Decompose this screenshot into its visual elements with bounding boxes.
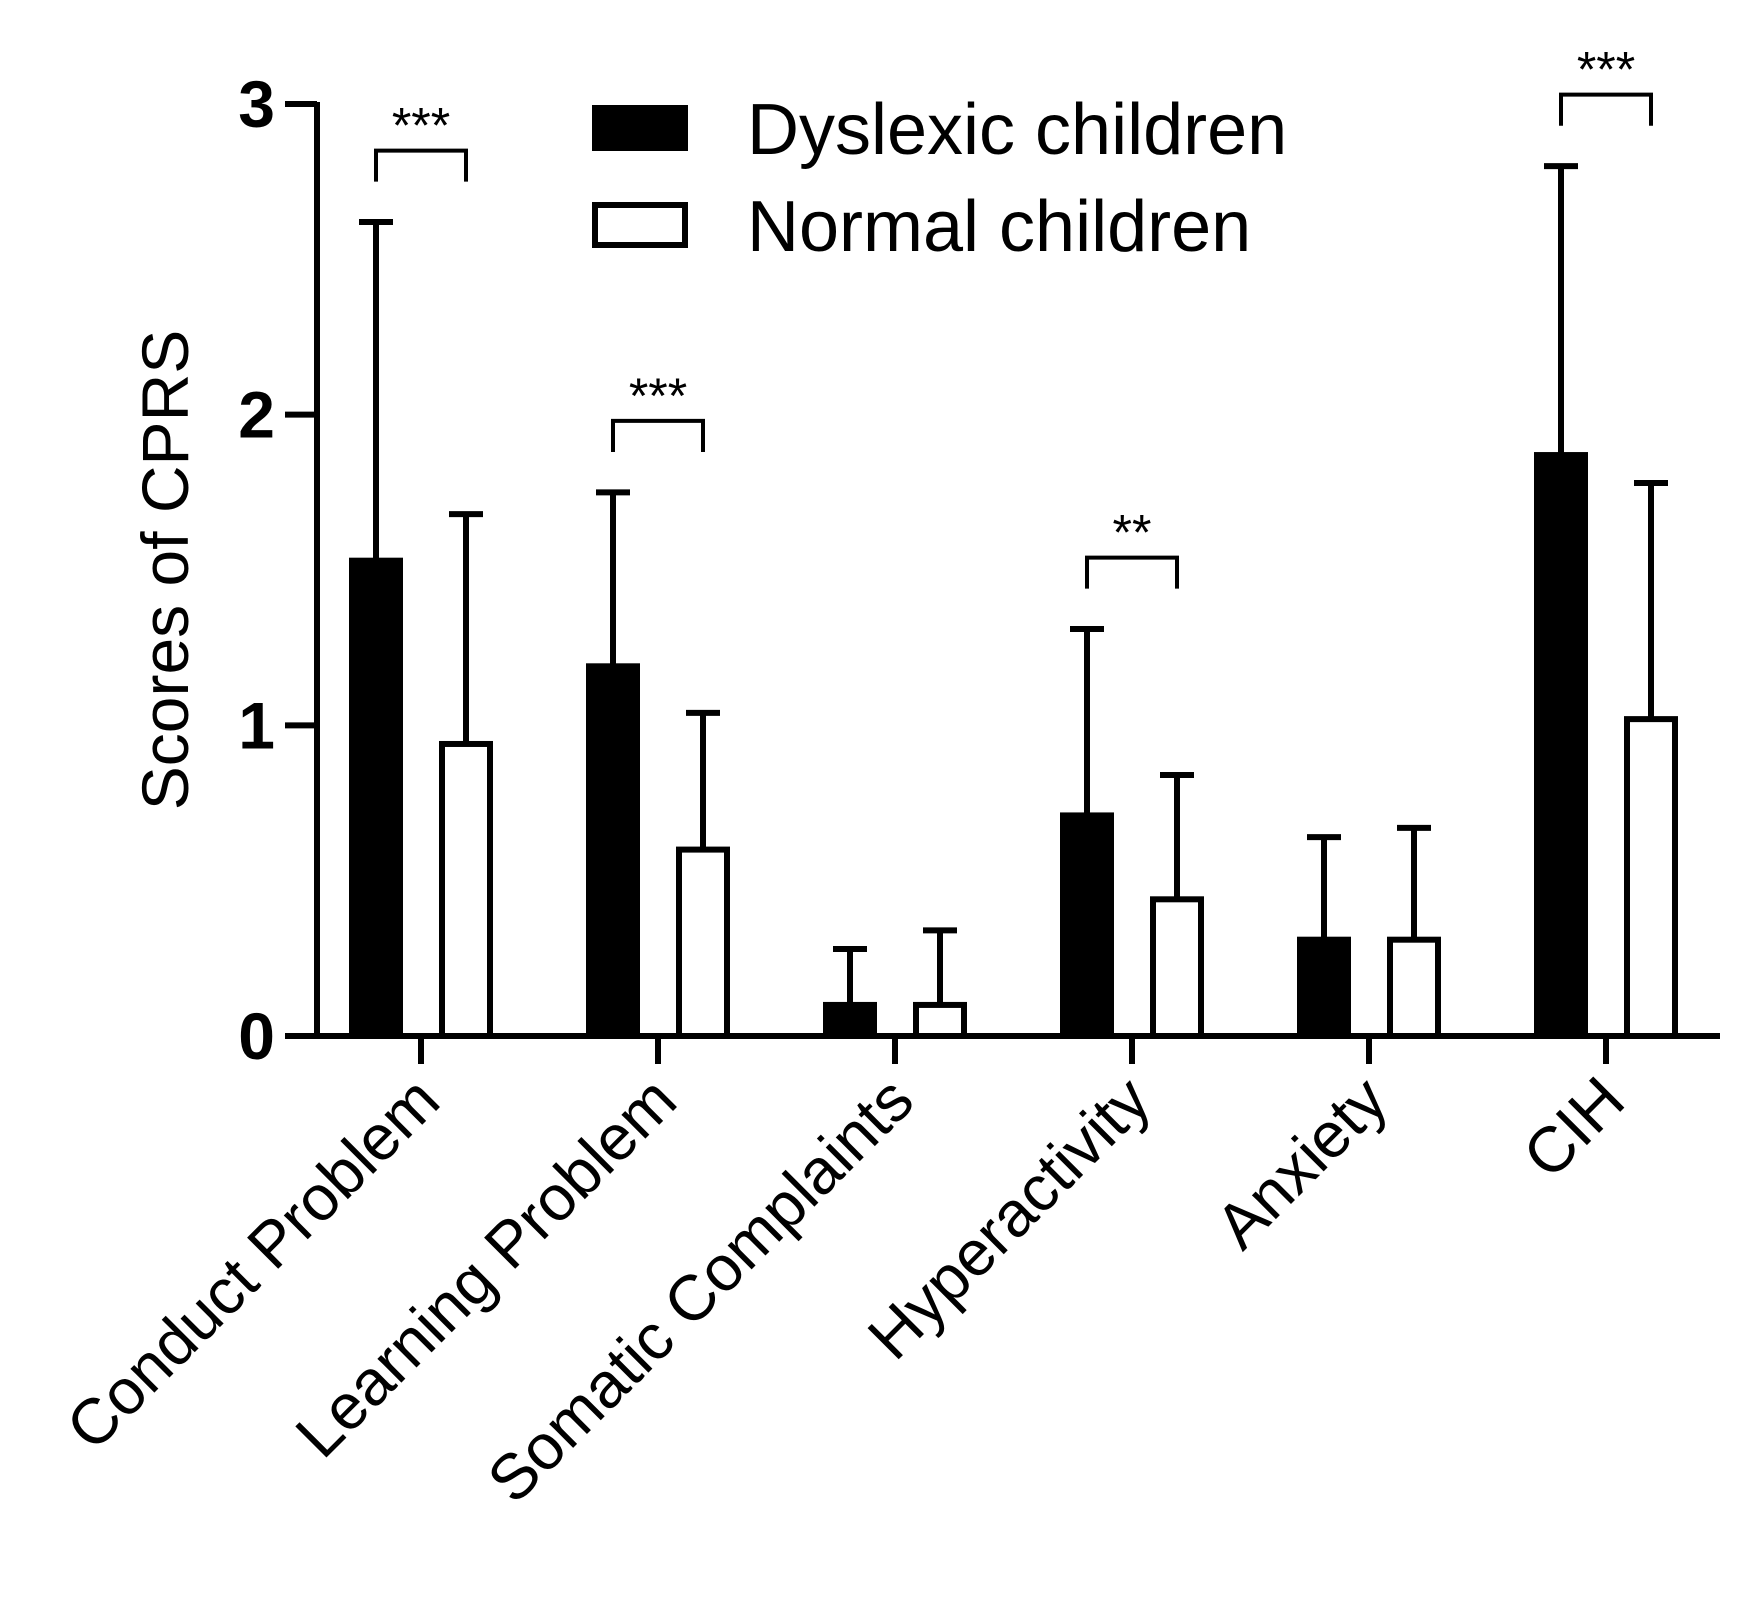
legend: Dyslexic children Normal children xyxy=(592,90,1287,267)
x-tick-label: Somatic Complaints xyxy=(474,1063,927,1516)
significance-label: *** xyxy=(1577,42,1635,98)
bar xyxy=(586,663,640,1039)
y-tick-label: 3 xyxy=(238,67,275,141)
y-tick-label: 1 xyxy=(238,688,275,762)
significance-label: *** xyxy=(392,98,450,154)
bar xyxy=(676,846,730,1039)
x-tick-label: CIH xyxy=(1509,1063,1638,1192)
x-tick-label: Anxiety xyxy=(1202,1063,1401,1262)
bar xyxy=(1060,812,1114,1040)
legend-label: Normal children xyxy=(747,187,1251,267)
bar xyxy=(1387,936,1441,1040)
significance-bracket xyxy=(374,148,468,182)
y-axis-title: Scores of CPRS xyxy=(128,330,202,811)
significance-bracket xyxy=(1085,555,1179,589)
legend-swatch xyxy=(592,202,688,248)
bar xyxy=(1624,716,1678,1039)
bar xyxy=(1150,896,1204,1039)
bar xyxy=(913,1001,967,1040)
y-tick-label: 2 xyxy=(238,378,275,452)
significance-label: *** xyxy=(629,368,687,424)
bar xyxy=(349,557,403,1039)
bar xyxy=(1297,936,1351,1040)
y-axis: 0 1 2 3 xyxy=(238,67,320,1073)
significance-label: ** xyxy=(1113,505,1152,561)
legend-swatch xyxy=(592,105,688,151)
significance-bracket xyxy=(1559,92,1653,126)
bar xyxy=(823,1001,877,1040)
legend-label: Dyslexic children xyxy=(747,90,1287,170)
significance-bracket xyxy=(611,418,705,452)
significance-annotations: *********** xyxy=(374,42,1653,589)
bar xyxy=(439,740,493,1039)
y-tick-label: 0 xyxy=(238,999,275,1073)
bars xyxy=(349,163,1678,1040)
bar xyxy=(1534,452,1588,1039)
